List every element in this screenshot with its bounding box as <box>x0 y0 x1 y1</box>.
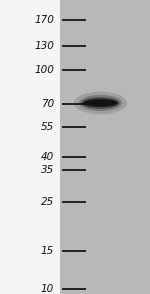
Text: 35: 35 <box>41 165 54 175</box>
Ellipse shape <box>84 100 117 106</box>
Text: 100: 100 <box>34 66 54 76</box>
Text: 130: 130 <box>34 41 54 51</box>
Ellipse shape <box>83 99 118 107</box>
Ellipse shape <box>82 97 120 109</box>
Text: 70: 70 <box>41 99 54 109</box>
FancyBboxPatch shape <box>60 0 150 294</box>
Ellipse shape <box>79 95 122 111</box>
Text: 55: 55 <box>41 122 54 132</box>
Ellipse shape <box>74 92 127 114</box>
Text: 10: 10 <box>41 284 54 294</box>
Text: 15: 15 <box>41 245 54 255</box>
Text: 40: 40 <box>41 153 54 163</box>
Text: 25: 25 <box>41 197 54 207</box>
Text: 170: 170 <box>34 15 54 25</box>
